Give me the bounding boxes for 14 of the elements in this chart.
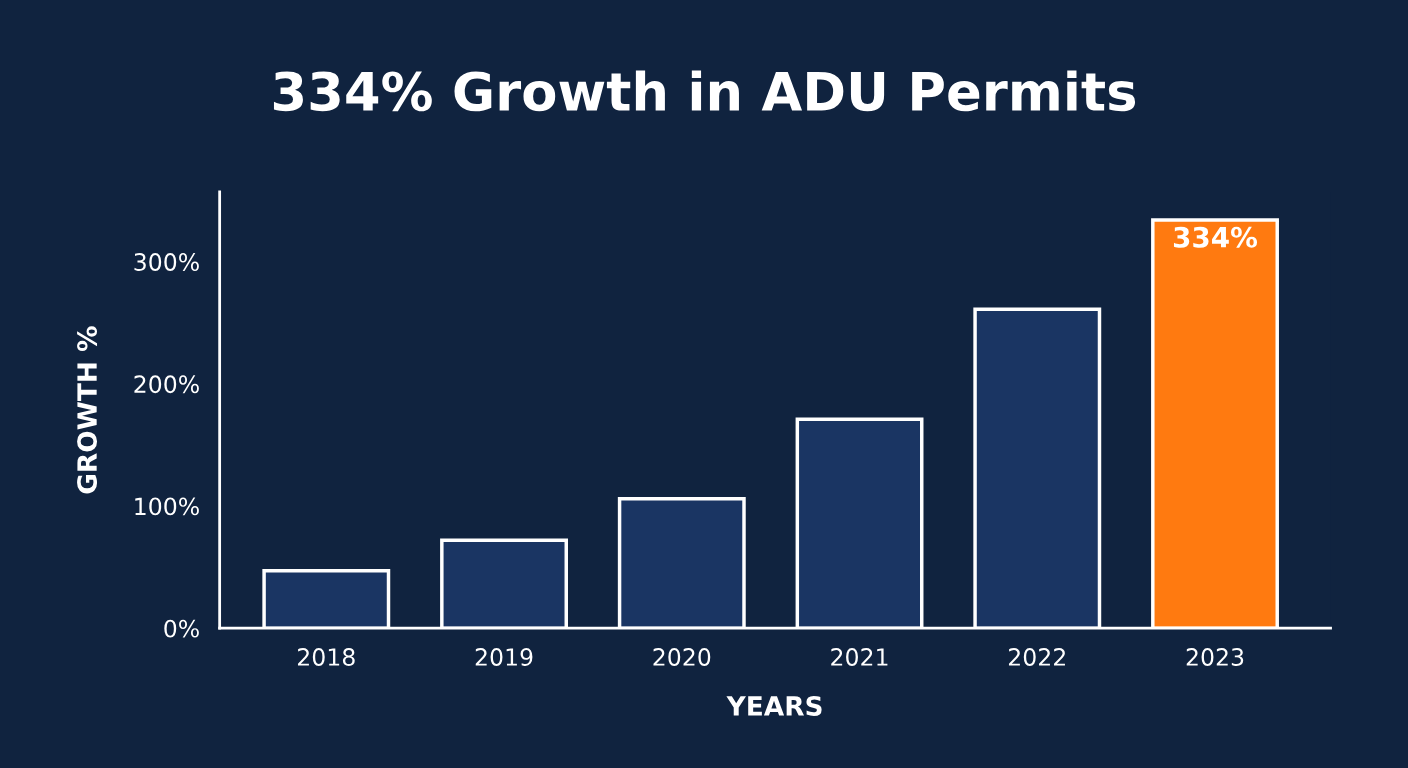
x-axis-title: YEARS (726, 695, 822, 716)
x-tick-label: 2019 (475, 648, 533, 666)
x-tick-label: 2020 (653, 648, 711, 666)
y-tick-label: 0% (164, 619, 199, 638)
y-tick-label: 200% (134, 375, 199, 394)
x-tick-label: 2022 (1008, 648, 1065, 666)
y-tick-label: 100% (135, 497, 199, 516)
chart-title: 334% Growth in ADU Permits (273, 70, 1136, 112)
x-tick-label: 2023 (1186, 648, 1244, 666)
y-tick-label: 300% (134, 253, 199, 271)
x-tick-label: 2021 (831, 648, 888, 666)
y-axis-title: GROWTH % (77, 326, 98, 494)
x-tick-label: 2018 (297, 648, 355, 666)
data-label: 334% (1173, 226, 1258, 248)
